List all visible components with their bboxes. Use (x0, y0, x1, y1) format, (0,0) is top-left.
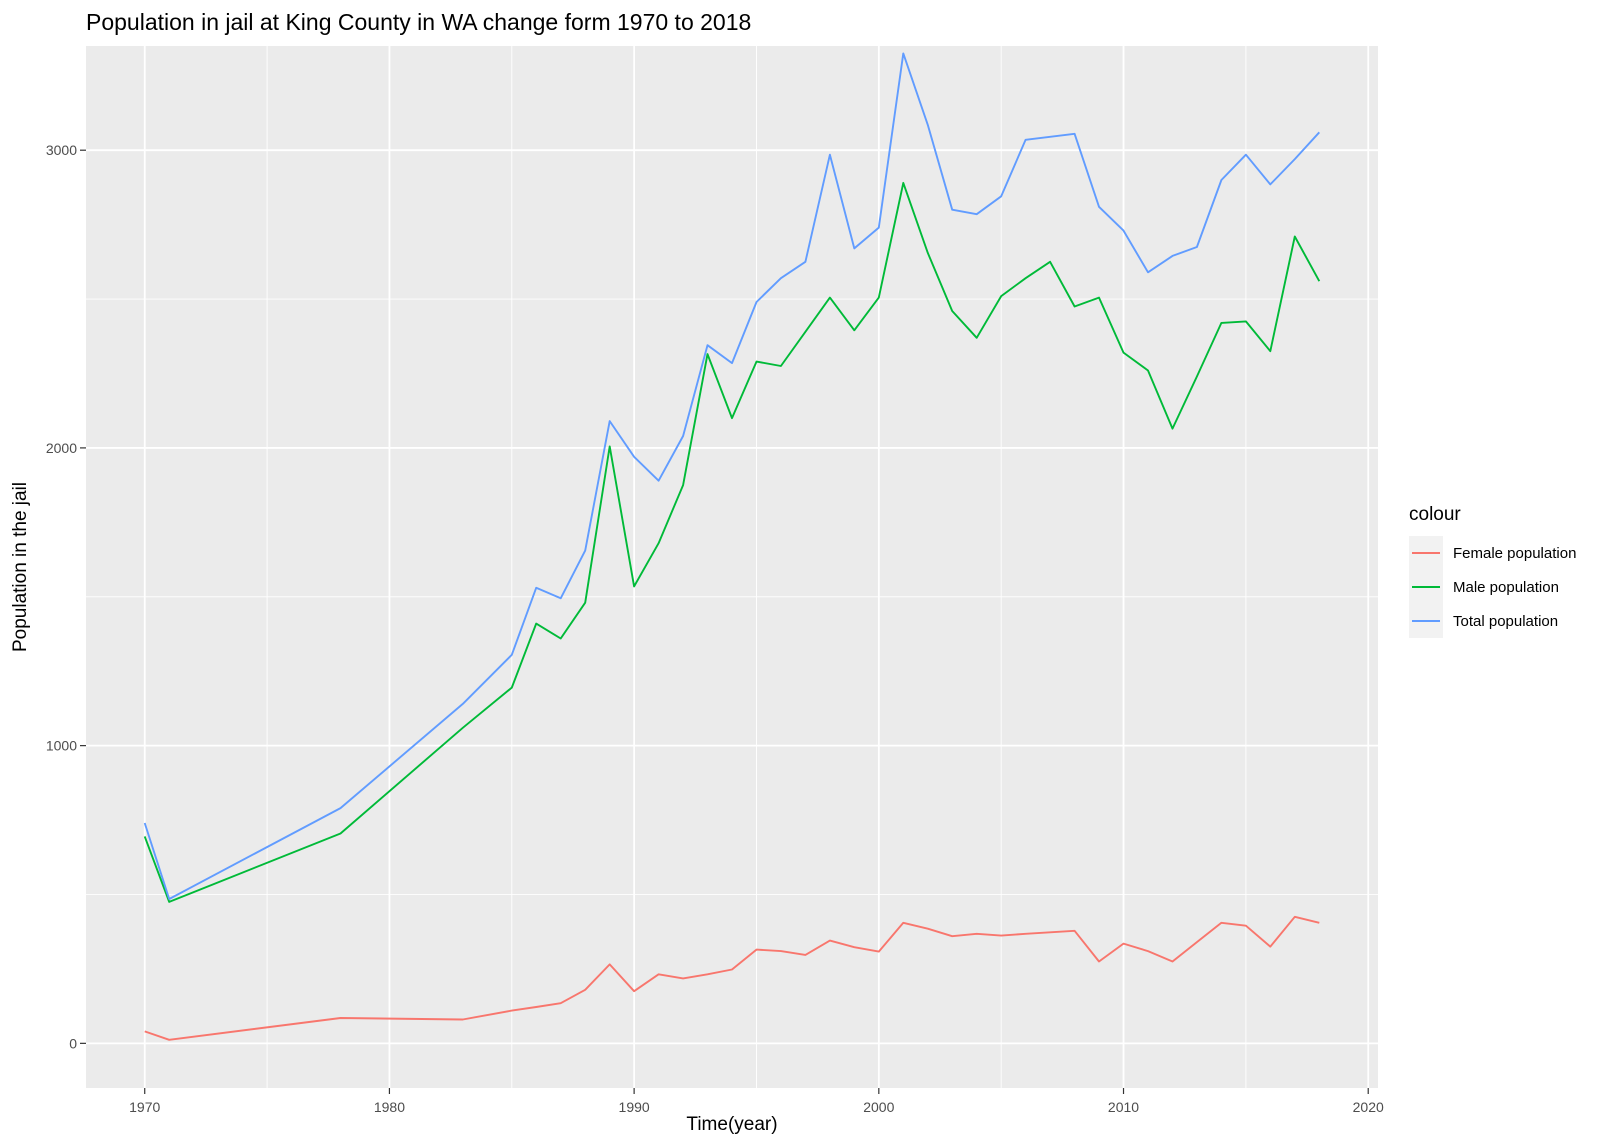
major-gridlines (86, 46, 1378, 1088)
x-tick-label: 1990 (619, 1099, 650, 1115)
plot-panel (86, 46, 1378, 1088)
x-axis-title: Time(year) (686, 1114, 777, 1135)
series-lines (143, 52, 1321, 1041)
series-line-male-population (143, 181, 1321, 903)
legend-label: Total population (1453, 613, 1558, 630)
legend-label: Female population (1453, 545, 1576, 562)
y-tick-label: 2000 (46, 440, 77, 456)
y-axis-title: Population in the jail (10, 482, 31, 652)
legend-title: colour (1409, 504, 1461, 525)
chart-title: Population in jail at King County in WA … (86, 9, 751, 35)
x-tick-label: 1970 (129, 1099, 160, 1115)
x-axis: 1970 1980 1990 2000 2010 2020 (129, 1088, 1384, 1115)
y-tick-label: 3000 (46, 142, 77, 158)
x-tick-label: 2020 (1353, 1099, 1384, 1115)
y-tick-label: 0 (69, 1035, 77, 1051)
y-axis: 0 1000 2000 3000 (46, 142, 86, 1051)
x-tick-label: 1980 (374, 1099, 405, 1115)
legend-label: Male population (1453, 579, 1559, 596)
series-line-total-population (143, 52, 1321, 900)
legend: colour Female population Male population T… (1409, 504, 1576, 638)
minor-gridlines (86, 46, 1378, 1088)
series-line-female-population (144, 915, 1320, 1041)
y-tick-label: 1000 (46, 738, 77, 754)
x-tick-label: 2000 (863, 1099, 894, 1115)
x-tick-label: 2010 (1108, 1099, 1139, 1115)
